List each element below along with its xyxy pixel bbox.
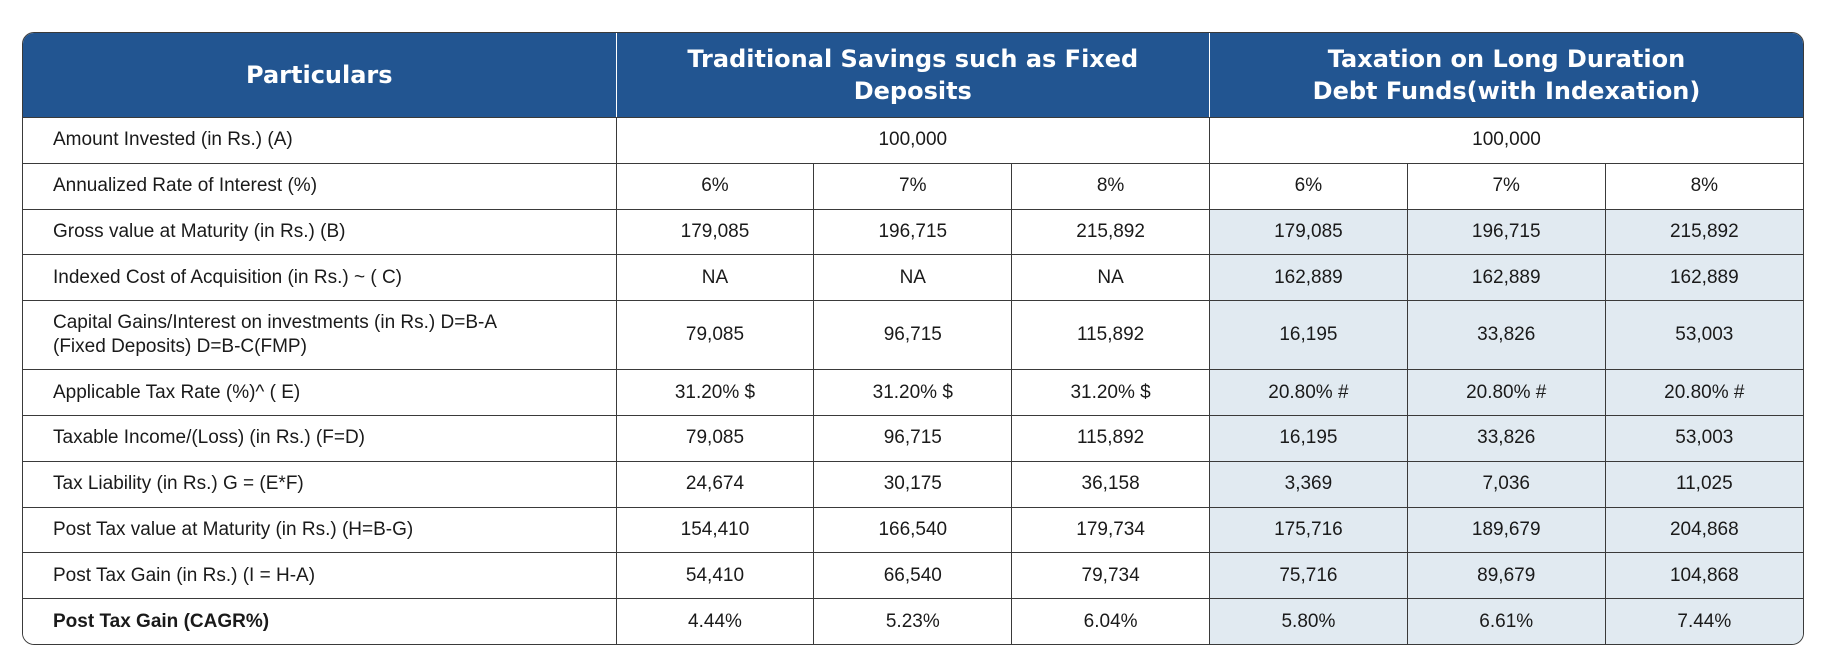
row-label: Indexed Cost of Acquisition (in Rs.) ~ (… bbox=[23, 254, 617, 302]
table-cell: 36,158 bbox=[1011, 461, 1210, 508]
row-label: Amount Invested (in Rs.) (A) bbox=[23, 117, 617, 164]
table-cell: 6.61% bbox=[1407, 598, 1606, 644]
row-label: Annualized Rate of Interest (%) bbox=[23, 163, 617, 210]
table-cell: 53,003 bbox=[1605, 415, 1803, 462]
comparison-table: Particulars Traditional Savings such as … bbox=[22, 32, 1804, 645]
table-cell: 3,369 bbox=[1209, 461, 1408, 508]
table-cell: 204,868 bbox=[1605, 507, 1803, 554]
header-row: Particulars Traditional Savings such as … bbox=[23, 33, 1803, 118]
header-debt-funds-line1: Taxation on Long Duration bbox=[1327, 45, 1686, 73]
row-post-tax-value: Post Tax value at Maturity (in Rs.) (H=B… bbox=[23, 507, 1803, 554]
table-cell: 79,085 bbox=[616, 415, 815, 462]
table-cell: 31.20% $ bbox=[813, 369, 1013, 416]
row-label: Tax Liability (in Rs.) G = (E*F) bbox=[23, 461, 617, 508]
row-label: Post Tax value at Maturity (in Rs.) (H=B… bbox=[23, 507, 617, 554]
table-cell: 16,195 bbox=[1209, 415, 1408, 462]
table-cell: 53,003 bbox=[1605, 300, 1803, 371]
tax-comparison-grid: Particulars Traditional Savings such as … bbox=[23, 33, 1803, 644]
table-cell: 96,715 bbox=[813, 415, 1013, 462]
row-tax-liability: Tax Liability (in Rs.) G = (E*F) 24,674 … bbox=[23, 461, 1803, 508]
row-label-line1: Capital Gains/Interest on investments (i… bbox=[53, 312, 498, 334]
table-cell: 179,085 bbox=[1209, 209, 1408, 256]
table-cell: 115,892 bbox=[1011, 415, 1210, 462]
table-cell: 5.23% bbox=[813, 598, 1013, 644]
table-cell: 11,025 bbox=[1605, 461, 1803, 508]
table-cell: 8% bbox=[1011, 163, 1210, 210]
row-label-line2: (Fixed Deposits) D=B-C(FMP) bbox=[53, 336, 307, 358]
table-cell: 166,540 bbox=[813, 507, 1013, 554]
row-amount-invested: Amount Invested (in Rs.) (A) 100,000 100… bbox=[23, 117, 1803, 164]
table-cell: 7% bbox=[1407, 163, 1606, 210]
table-cell: 16,195 bbox=[1209, 300, 1408, 371]
table-cell: 154,410 bbox=[616, 507, 815, 554]
table-cell: 31.20% $ bbox=[616, 369, 815, 416]
row-label: Taxable Income/(Loss) (in Rs.) (F=D) bbox=[23, 415, 617, 462]
table-cell: NA bbox=[1011, 254, 1210, 302]
table-cell: 115,892 bbox=[1011, 300, 1210, 371]
table-cell: 179,734 bbox=[1011, 507, 1210, 554]
table-cell: 33,826 bbox=[1407, 415, 1606, 462]
table-cell: 20.80% # bbox=[1605, 369, 1803, 416]
table-cell: 179,085 bbox=[616, 209, 815, 256]
table-cell: 215,892 bbox=[1011, 209, 1210, 256]
table-cell: 5.80% bbox=[1209, 598, 1408, 644]
header-debt-funds: Taxation on Long Duration Debt Funds(wit… bbox=[1209, 33, 1803, 118]
row-rate-of-interest: Annualized Rate of Interest (%) 6% 7% 8%… bbox=[23, 163, 1803, 210]
table-cell: 4.44% bbox=[616, 598, 815, 644]
table-cell: 162,889 bbox=[1209, 254, 1408, 302]
row-gross-value: Gross value at Maturity (in Rs.) (B) 179… bbox=[23, 209, 1803, 256]
row-label: Applicable Tax Rate (%)^ ( E) bbox=[23, 369, 617, 416]
header-debt-funds-line2: Debt Funds(with Indexation) bbox=[1312, 77, 1701, 105]
row-label: Gross value at Maturity (in Rs.) (B) bbox=[23, 209, 617, 256]
header-traditional-savings: Traditional Savings such as Fixed Deposi… bbox=[616, 33, 1211, 118]
row-capital-gains: Capital Gains/Interest on investments (i… bbox=[23, 300, 1803, 371]
table-cell: 215,892 bbox=[1605, 209, 1803, 256]
amount-traditional: 100,000 bbox=[616, 117, 1211, 164]
table-cell: 189,679 bbox=[1407, 507, 1606, 554]
row-label: Post Tax Gain (in Rs.) (I = H-A) bbox=[23, 552, 617, 600]
table-cell: 31.20% $ bbox=[1011, 369, 1210, 416]
table-cell: 20.80% # bbox=[1407, 369, 1606, 416]
row-post-tax-cagr: Post Tax Gain (CAGR%) 4.44% 5.23% 6.04% … bbox=[23, 598, 1803, 644]
table-cell: 6% bbox=[616, 163, 815, 210]
table-cell: 196,715 bbox=[813, 209, 1013, 256]
table-cell: 33,826 bbox=[1407, 300, 1606, 371]
table-cell: 162,889 bbox=[1605, 254, 1803, 302]
table-cell: 196,715 bbox=[1407, 209, 1606, 256]
table-cell: 89,679 bbox=[1407, 552, 1606, 600]
table-cell: 66,540 bbox=[813, 552, 1013, 600]
table-cell: 75,716 bbox=[1209, 552, 1408, 600]
table-cell: 7% bbox=[813, 163, 1013, 210]
table-cell: 175,716 bbox=[1209, 507, 1408, 554]
header-particulars: Particulars bbox=[23, 33, 617, 118]
row-taxable-income: Taxable Income/(Loss) (in Rs.) (F=D) 79,… bbox=[23, 415, 1803, 462]
row-label: Post Tax Gain (CAGR%) bbox=[23, 598, 617, 644]
table-cell: 20.80% # bbox=[1209, 369, 1408, 416]
amount-debt: 100,000 bbox=[1209, 117, 1803, 164]
table-cell: 162,889 bbox=[1407, 254, 1606, 302]
row-indexed-cost: Indexed Cost of Acquisition (in Rs.) ~ (… bbox=[23, 254, 1803, 302]
row-label: Capital Gains/Interest on investments (i… bbox=[23, 300, 617, 371]
table-cell: 30,175 bbox=[813, 461, 1013, 508]
table-cell: 7,036 bbox=[1407, 461, 1606, 508]
table-cell: 6% bbox=[1209, 163, 1408, 210]
table-cell: 79,085 bbox=[616, 300, 815, 371]
table-cell: 104,868 bbox=[1605, 552, 1803, 600]
table-cell: 79,734 bbox=[1011, 552, 1210, 600]
row-post-tax-gain: Post Tax Gain (in Rs.) (I = H-A) 54,410 … bbox=[23, 552, 1803, 600]
table-cell: 24,674 bbox=[616, 461, 815, 508]
table-cell: 7.44% bbox=[1605, 598, 1803, 644]
table-cell: 6.04% bbox=[1011, 598, 1210, 644]
table-cell: 96,715 bbox=[813, 300, 1013, 371]
row-tax-rate: Applicable Tax Rate (%)^ ( E) 31.20% $ 3… bbox=[23, 369, 1803, 416]
table-cell: NA bbox=[616, 254, 815, 302]
table-cell: 54,410 bbox=[616, 552, 815, 600]
table-cell: 8% bbox=[1605, 163, 1803, 210]
table-cell: NA bbox=[813, 254, 1013, 302]
